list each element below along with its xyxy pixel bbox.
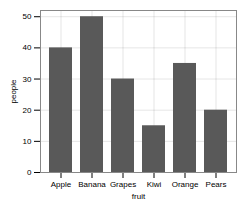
svg-text:30: 30 [23, 75, 32, 84]
svg-text:Apple: Apple [51, 180, 72, 189]
svg-text:fruit: fruit [132, 192, 146, 201]
svg-text:people: people [9, 79, 18, 104]
svg-text:Kiwi: Kiwi [147, 180, 162, 189]
svg-text:10: 10 [23, 137, 32, 146]
svg-text:Orange: Orange [172, 180, 199, 189]
svg-text:40: 40 [23, 43, 32, 52]
svg-text:0: 0 [27, 168, 32, 177]
svg-text:Grapes: Grapes [110, 180, 136, 189]
svg-text:50: 50 [23, 12, 32, 21]
svg-text:Banana: Banana [78, 180, 106, 189]
svg-text:20: 20 [23, 106, 32, 115]
svg-text:Pears: Pears [206, 180, 227, 189]
